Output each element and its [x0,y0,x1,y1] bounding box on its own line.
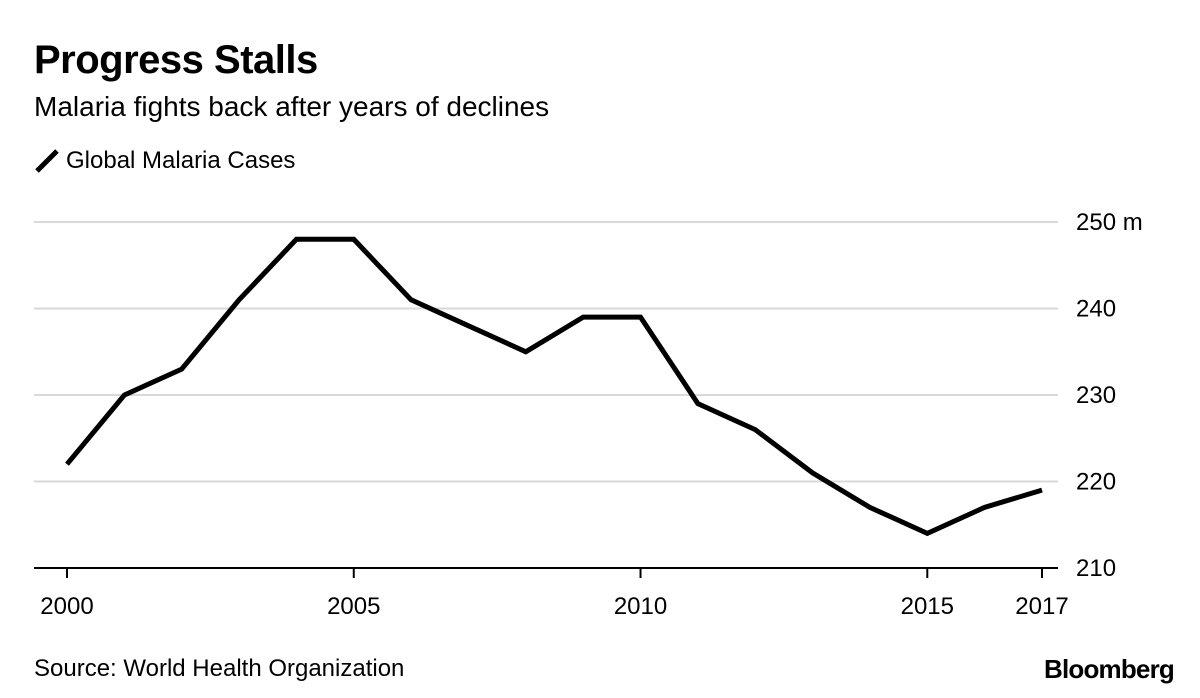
y-tick-label-220: 220 [1076,469,1116,496]
x-axis: 2000 2005 2010 2015 2017 [40,568,1069,620]
legend: Global Malaria Cases [34,146,295,176]
x-tick-label-2010: 2010 [614,593,667,620]
series-line-global-malaria-cases [65,236,1043,537]
y-tick-label-250: 250 m [1076,209,1143,236]
source-note: Source: World Health Organization [34,655,405,682]
x-tick-label-2017: 2017 [1015,593,1068,620]
chart-title: Progress Stalls [34,38,318,82]
y-tick-label-210: 210 [1076,555,1116,582]
y-axis-ticks: 210 220 230 240 250 m [1076,209,1143,582]
legend-line-icon [35,149,59,173]
legend-label: Global Malaria Cases [66,147,296,174]
x-tick-label-2005: 2005 [327,593,380,620]
y-tick-label-240: 240 [1076,296,1116,323]
y-tick-label-230: 230 [1076,382,1116,409]
x-tick-label-2015: 2015 [901,593,954,620]
series-group [65,236,1043,537]
x-tick-label-2000: 2000 [40,593,93,620]
gridlines [34,221,1058,569]
chart-subtitle: Malaria fights back after years of decli… [34,91,550,122]
bloomberg-logo: Bloomberg [1043,654,1175,684]
